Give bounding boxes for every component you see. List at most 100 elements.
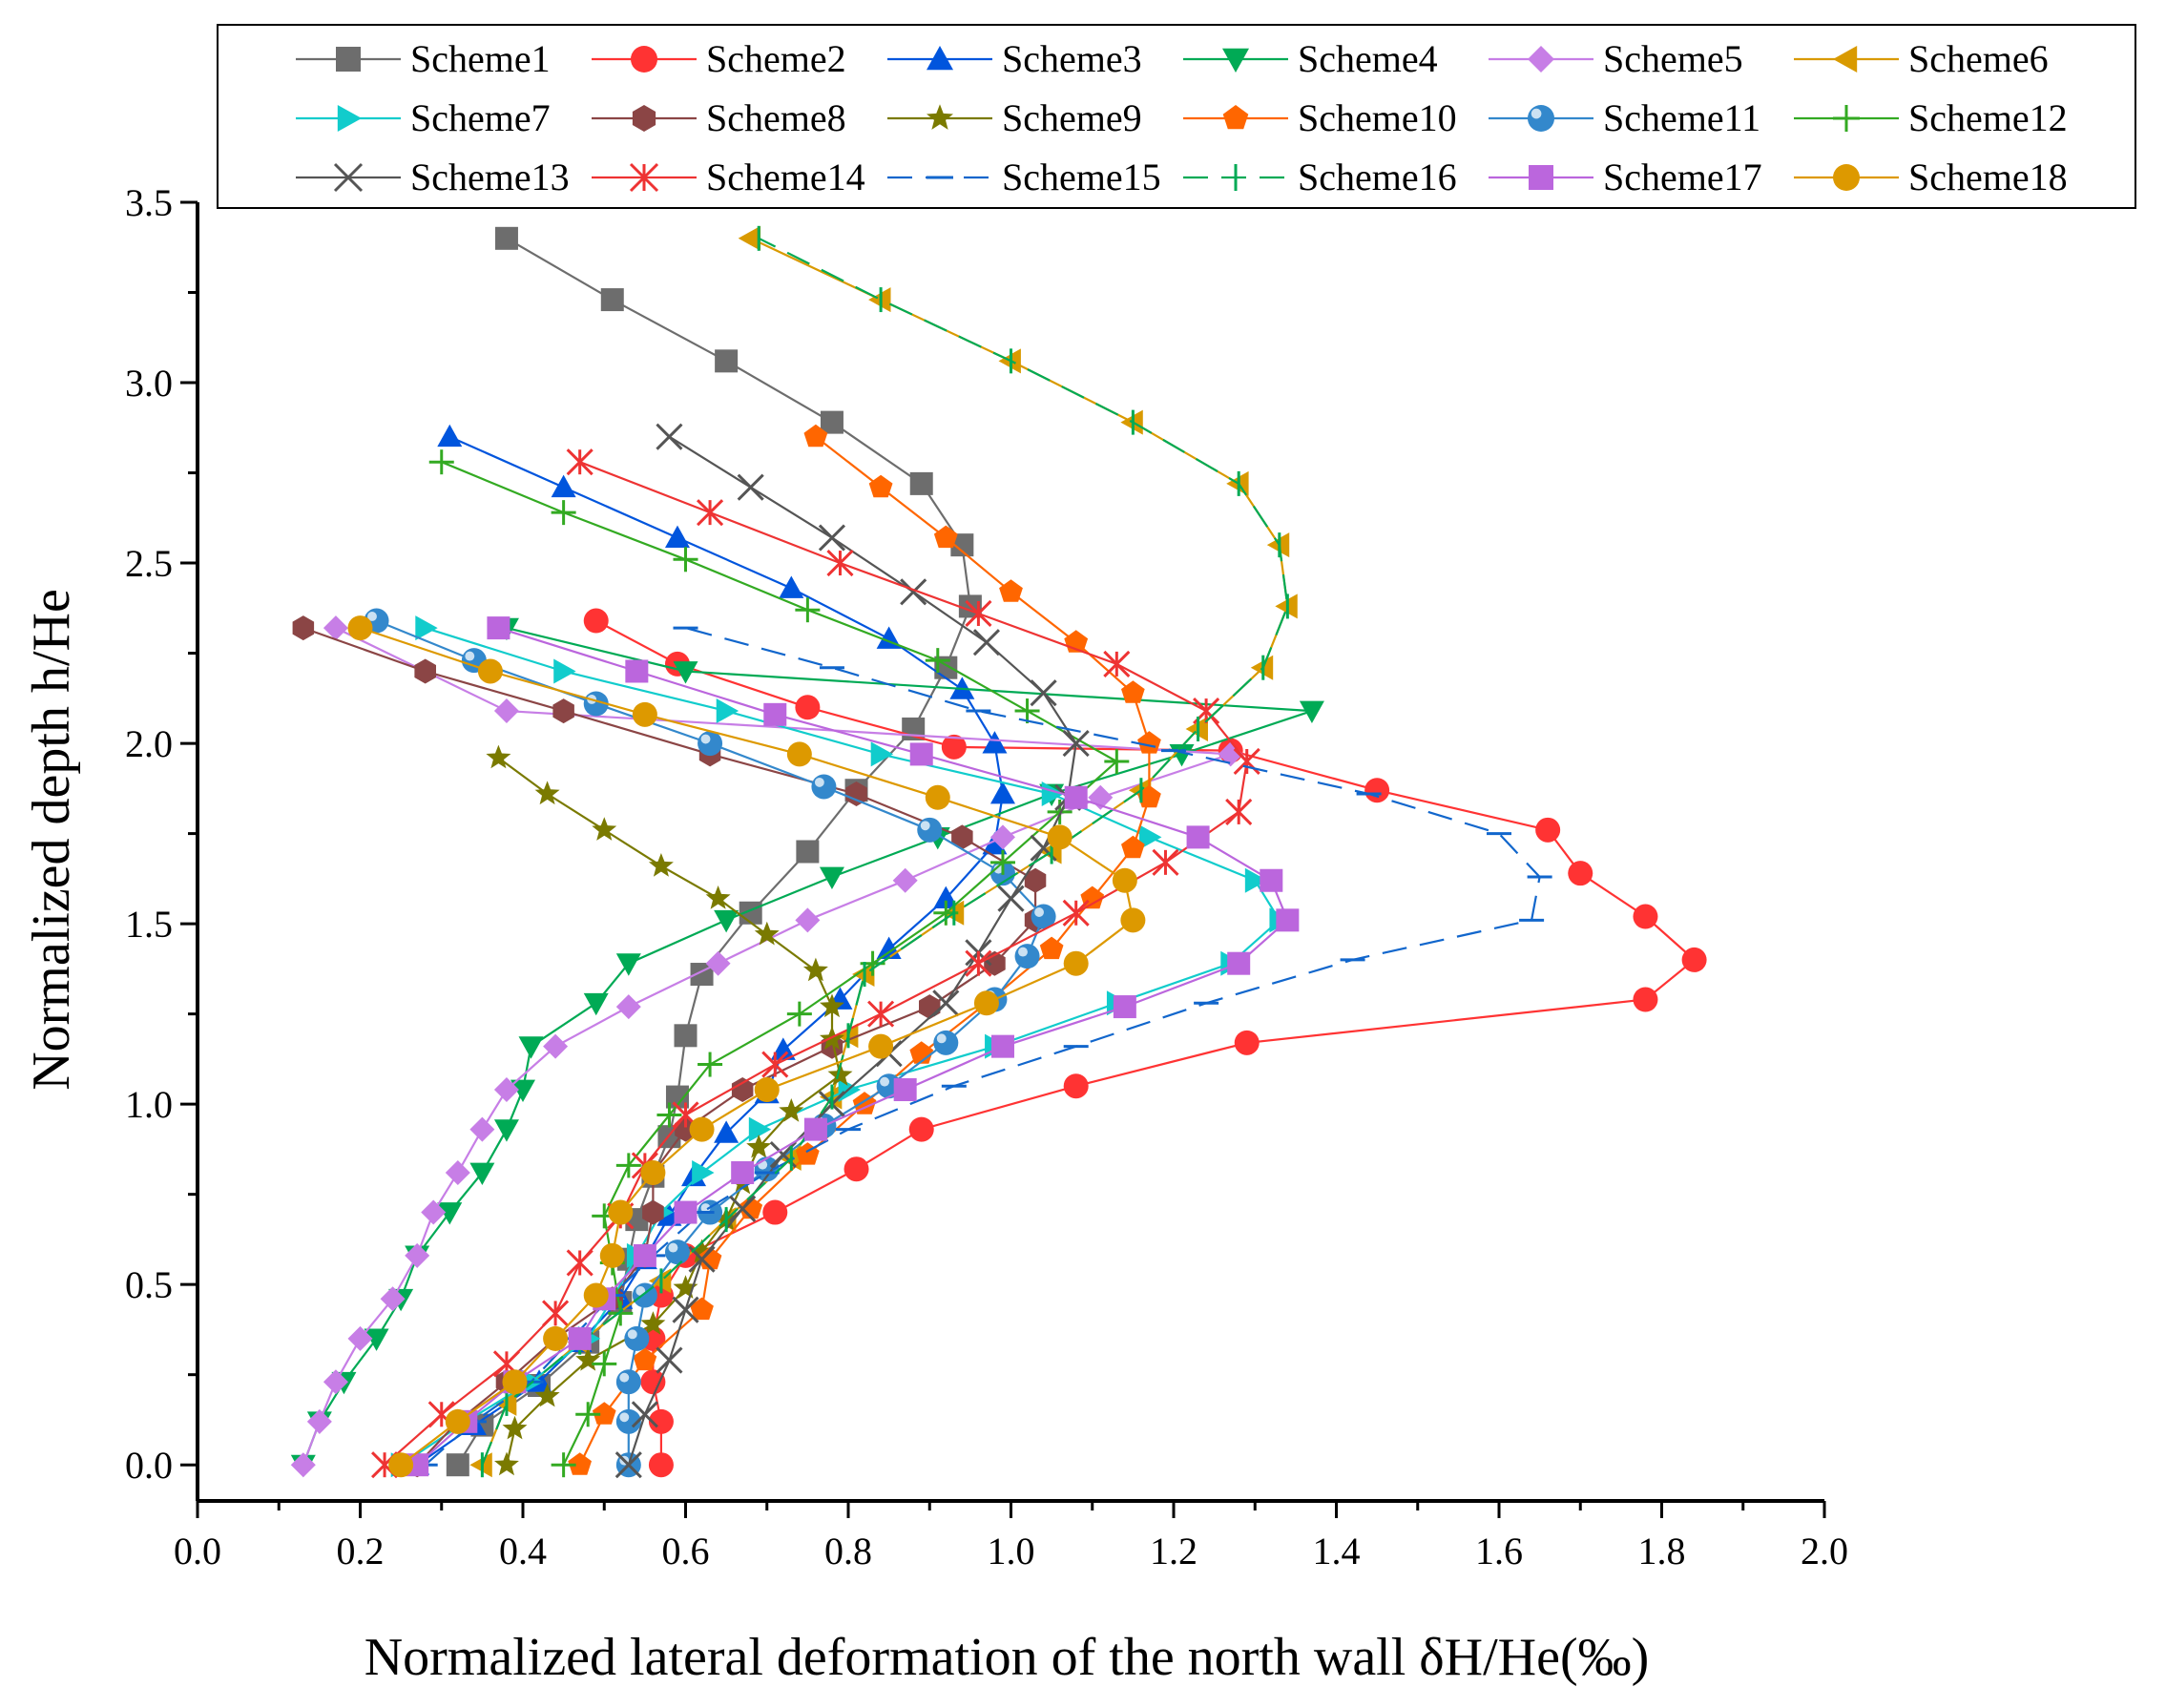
- data-point: [951, 824, 973, 850]
- data-point: [568, 1326, 592, 1350]
- legend-label: Scheme1: [410, 37, 551, 80]
- data-point: [999, 579, 1023, 602]
- data-point: [380, 1286, 406, 1312]
- data-point: [827, 1062, 853, 1086]
- legend-marker: [1833, 46, 1858, 73]
- legend-label: Scheme4: [1298, 37, 1438, 80]
- data-point: [615, 1408, 641, 1434]
- data-point: [414, 658, 436, 684]
- data-point: [795, 907, 821, 933]
- data-point: [1062, 730, 1090, 758]
- x-tick-label: 0.0: [174, 1530, 221, 1573]
- series-line: [456, 237, 972, 1466]
- legend-label: Scheme11: [1603, 96, 1760, 139]
- data-point: [615, 1369, 641, 1395]
- legend-label: Scheme8: [706, 96, 846, 139]
- legend-label: Scheme3: [1002, 37, 1142, 80]
- data-point: [1225, 798, 1253, 825]
- data-point: [656, 423, 683, 450]
- legend-label: Scheme13: [410, 156, 570, 198]
- axes-layer: 0.0 0.2 0.4 0.6 0.8 1.0 1.2 1.4 1.6 1.8 2.0 0.0 0.5 1…: [125, 181, 1848, 1573]
- data-point: [1113, 995, 1136, 1019]
- data-point: [421, 1199, 447, 1225]
- x-tick-label: 1.6: [1475, 1530, 1523, 1573]
- data-point: [1276, 908, 1300, 932]
- data-point: [632, 1282, 657, 1308]
- x-tick-label: 0.4: [499, 1530, 547, 1573]
- data-point: [640, 1159, 666, 1185]
- data-point: [786, 1001, 812, 1027]
- legend-marker: [337, 105, 362, 132]
- data-point: [388, 1452, 414, 1478]
- data-point: [642, 1199, 664, 1225]
- legend-item-scheme3: Scheme3: [887, 37, 1142, 80]
- data-point: [592, 1402, 616, 1425]
- legend-marker: [1528, 46, 1554, 73]
- data-point: [493, 698, 519, 724]
- data-point: [1062, 899, 1090, 927]
- data-point: [795, 597, 821, 623]
- data-point: [762, 1199, 788, 1225]
- data-point: [754, 921, 780, 946]
- data-point: [1041, 781, 1065, 807]
- data-point: [1535, 817, 1561, 843]
- x-axis-title: Normalized lateral deformation of the no…: [364, 1628, 1650, 1687]
- data-point: [292, 615, 315, 641]
- x-tick-label: 1.8: [1638, 1530, 1686, 1573]
- y-tick-label: 1.0: [125, 1083, 173, 1126]
- data-point: [487, 616, 510, 640]
- data-point: [583, 608, 609, 634]
- legend-item-scheme5: Scheme5: [1489, 37, 1743, 80]
- data-point: [592, 817, 617, 841]
- data-point: [632, 701, 657, 727]
- data-point: [933, 525, 958, 549]
- data-point: [672, 1296, 699, 1323]
- y-tick-label: 3.5: [125, 181, 173, 224]
- data-point: [802, 957, 828, 982]
- legend-item-scheme12: Scheme12: [1794, 96, 2068, 139]
- legend-marker: [629, 162, 659, 193]
- legend-marker: [927, 46, 953, 71]
- data-point: [826, 549, 854, 577]
- legend: Scheme1 Scheme2 Scheme3 Scheme4 Scheme5 Schem…: [217, 24, 2136, 209]
- data-point: [494, 1451, 519, 1476]
- data-point: [1121, 835, 1145, 859]
- data-point: [965, 599, 992, 628]
- data-point: [982, 731, 1008, 754]
- data-point: [698, 1246, 722, 1270]
- data-point: [494, 226, 518, 250]
- legend-marker: [333, 162, 364, 193]
- data-point: [795, 695, 821, 720]
- data-point: [640, 1369, 666, 1395]
- data-point: [1227, 951, 1251, 975]
- data-point: [933, 1030, 959, 1055]
- data-point: [715, 349, 739, 373]
- data-point: [1233, 747, 1260, 776]
- y-tick-label: 2.0: [125, 722, 173, 765]
- data-point: [746, 1134, 772, 1158]
- series-scheme16: [480, 225, 1289, 1478]
- legend-label: Scheme17: [1603, 156, 1762, 198]
- data-point: [779, 575, 804, 598]
- data-point: [551, 1452, 576, 1478]
- legend-marker: [631, 46, 657, 73]
- data-point: [705, 885, 731, 909]
- data-point: [716, 698, 739, 724]
- data-point: [648, 1408, 674, 1434]
- data-point: [664, 1239, 690, 1265]
- data-point: [323, 615, 348, 641]
- data-point: [1047, 824, 1073, 850]
- data-point: [364, 1328, 389, 1351]
- data-point: [543, 1325, 569, 1351]
- x-tick-label: 0.2: [337, 1530, 385, 1573]
- legend-label: Scheme9: [1002, 96, 1142, 139]
- series-line: [360, 627, 1135, 1467]
- legend-item-scheme17: Scheme17: [1489, 156, 1762, 198]
- data-point: [614, 1451, 642, 1479]
- data-point: [714, 1120, 739, 1143]
- series-scheme10: [568, 424, 1161, 1475]
- data-point: [648, 1452, 674, 1478]
- y-axis-title: Normalized depth h/He: [22, 589, 81, 1091]
- data-point: [437, 424, 463, 448]
- data-point: [997, 885, 1025, 912]
